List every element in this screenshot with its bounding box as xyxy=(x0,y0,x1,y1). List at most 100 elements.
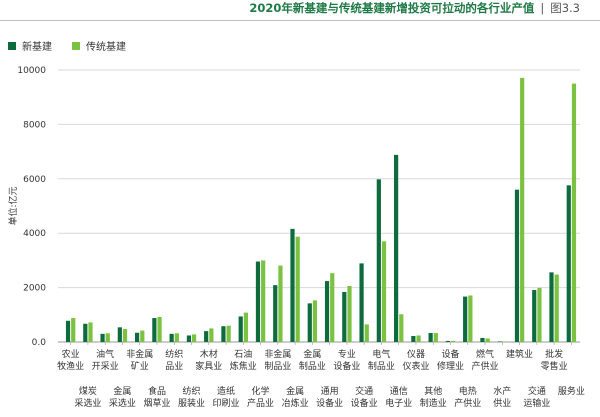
bar-traditional xyxy=(209,328,214,342)
bar-new xyxy=(290,228,295,342)
bar-traditional xyxy=(537,287,542,342)
bar-new xyxy=(186,335,191,342)
bar-new xyxy=(394,154,399,342)
bar-new xyxy=(532,290,537,342)
bar-traditional xyxy=(502,341,507,342)
x-category-label: 煤炭采选业 xyxy=(74,385,101,409)
bar-traditional xyxy=(226,325,231,342)
x-category-label: 交通设备业 xyxy=(351,385,378,409)
x-category-label: 电气制品业 xyxy=(368,348,395,372)
bar-new xyxy=(411,336,416,342)
legend-label-new: 新基建 xyxy=(22,42,52,53)
x-category-label: 石油炼焦业 xyxy=(230,348,257,372)
x-category-label: 通信电子业 xyxy=(385,385,412,409)
bar-traditional xyxy=(157,316,162,342)
y-tick-label: 4000 xyxy=(23,229,46,239)
x-category-label: 通用设备业 xyxy=(316,386,343,409)
y-tick-label: 10000 xyxy=(17,66,46,76)
legend: 新基建 传统基建 xyxy=(8,38,146,53)
bar-new xyxy=(445,340,450,342)
x-category-label: 食品烟草业 xyxy=(143,385,170,409)
title-text: 2020年新基建与传统基建新增投资可拉动的各行业产值 xyxy=(249,1,535,15)
x-category-label: 金属冶炼业 xyxy=(282,385,309,409)
bar-new xyxy=(238,316,243,342)
legend-item-traditional: 传统基建 xyxy=(72,38,126,53)
bar-new xyxy=(152,318,157,342)
x-category-label: 金属采选业 xyxy=(109,385,136,409)
x-category-label: 专业设备业 xyxy=(333,348,360,372)
legend-swatch-traditional xyxy=(72,41,80,50)
bar-new xyxy=(566,185,571,342)
bar-traditional xyxy=(140,330,145,342)
x-category-label: 非金属矿业 xyxy=(126,348,153,372)
x-category-label: 仪器仪表业 xyxy=(402,349,429,372)
x-category-label: 纺织品业 xyxy=(165,348,183,372)
bar-new xyxy=(255,261,261,342)
x-category-label: 电热产供业 xyxy=(454,385,481,409)
bar-new xyxy=(497,341,502,342)
bar-traditional xyxy=(364,324,369,342)
bar-traditional xyxy=(330,273,335,342)
x-category-label: 其他制造业 xyxy=(420,385,447,409)
bar-traditional xyxy=(312,300,318,342)
figure-number: 图3.3 xyxy=(550,1,580,15)
bar-new xyxy=(273,285,278,342)
x-category-label: 水产供业 xyxy=(493,385,511,409)
bar-new xyxy=(514,189,520,342)
bar-new xyxy=(428,333,433,342)
bar-new xyxy=(204,331,209,342)
x-category-label: 纺织服装业 xyxy=(178,385,205,409)
bar-new xyxy=(307,303,312,342)
x-category-label: 设备修理业 xyxy=(437,348,464,372)
x-category-label: 服务业 xyxy=(558,385,585,397)
bar-traditional xyxy=(295,236,300,342)
x-category-label: 化学产品业 xyxy=(247,385,274,409)
x-category-label: 造纸印刷业 xyxy=(213,385,240,409)
bar-new xyxy=(480,337,485,342)
x-category-label: 非金属制品业 xyxy=(264,348,291,372)
legend-item-new: 新基建 xyxy=(8,38,52,53)
x-category-label: 木材家具业 xyxy=(195,348,222,372)
y-tick-label: 0.0 xyxy=(32,338,47,348)
bar-traditional xyxy=(381,241,387,342)
bar-traditional xyxy=(520,77,525,342)
y-tick-label: 2000 xyxy=(23,284,46,294)
bar-new xyxy=(342,291,347,342)
bar-traditional xyxy=(192,334,197,342)
bar-new xyxy=(376,179,381,342)
bar-new xyxy=(549,272,554,342)
y-tick-label: 6000 xyxy=(23,175,46,185)
bar-new xyxy=(359,263,364,342)
bar-traditional xyxy=(468,295,473,342)
title-separator: | xyxy=(540,1,545,15)
y-tick-label: 8000 xyxy=(23,120,46,130)
x-category-label: 交通运输业 xyxy=(523,385,550,409)
y-axis-label: 单位:亿元 xyxy=(7,186,19,225)
bar-new xyxy=(221,326,226,342)
bar-traditional xyxy=(71,318,76,342)
bar-new xyxy=(169,333,174,342)
x-category-label: 建筑业 xyxy=(506,348,533,360)
bar-traditional xyxy=(261,260,266,342)
bar-new xyxy=(100,333,105,342)
bar-traditional xyxy=(433,333,438,342)
bar-new xyxy=(65,320,71,342)
bar-traditional xyxy=(451,340,456,342)
bar-traditional xyxy=(174,333,179,342)
bar-traditional xyxy=(88,322,93,342)
legend-label-traditional: 传统基建 xyxy=(86,42,126,53)
chart-title: 2020年新基建与传统基建新增投资可拉动的各行业产值 | 图3.3 xyxy=(0,0,580,17)
x-category-label: 燃气产供业 xyxy=(472,348,499,372)
bar-traditional xyxy=(571,83,577,342)
bar-traditional xyxy=(554,274,559,342)
x-category-label: 批发零售业 xyxy=(541,348,568,372)
bar-traditional xyxy=(416,335,421,342)
x-category-label: 农业牧渔业 xyxy=(57,348,84,372)
bar-traditional xyxy=(243,312,248,342)
bar-traditional xyxy=(105,333,110,342)
bar-traditional xyxy=(122,328,128,342)
x-category-label: 油气开采业 xyxy=(92,348,119,372)
bar-traditional xyxy=(347,285,352,342)
bar-new xyxy=(324,281,330,342)
